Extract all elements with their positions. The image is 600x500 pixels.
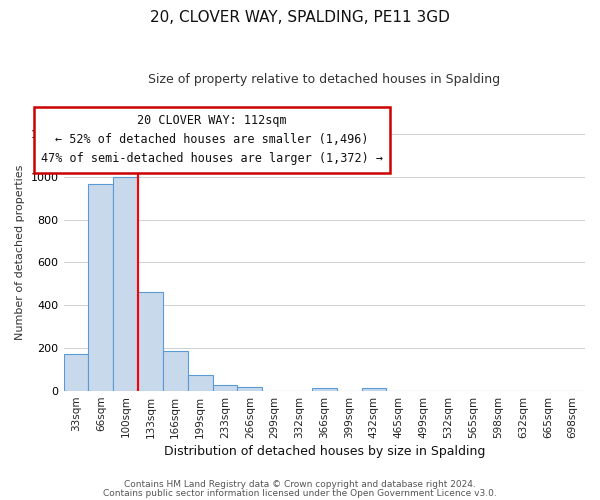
Bar <box>212 385 238 390</box>
Bar <box>88 184 113 390</box>
Bar <box>138 292 163 390</box>
Y-axis label: Number of detached properties: Number of detached properties <box>15 164 25 340</box>
Text: Contains public sector information licensed under the Open Government Licence v3: Contains public sector information licen… <box>103 489 497 498</box>
Text: Contains HM Land Registry data © Crown copyright and database right 2024.: Contains HM Land Registry data © Crown c… <box>124 480 476 489</box>
Bar <box>312 388 337 390</box>
Bar <box>188 374 212 390</box>
X-axis label: Distribution of detached houses by size in Spalding: Distribution of detached houses by size … <box>164 444 485 458</box>
Bar <box>113 177 138 390</box>
Bar <box>163 351 188 391</box>
Bar <box>64 354 88 390</box>
Bar <box>238 388 262 390</box>
Text: 20, CLOVER WAY, SPALDING, PE11 3GD: 20, CLOVER WAY, SPALDING, PE11 3GD <box>150 10 450 25</box>
Text: 20 CLOVER WAY: 112sqm
← 52% of detached houses are smaller (1,496)
47% of semi-d: 20 CLOVER WAY: 112sqm ← 52% of detached … <box>41 114 383 166</box>
Bar <box>362 388 386 390</box>
Title: Size of property relative to detached houses in Spalding: Size of property relative to detached ho… <box>148 72 500 86</box>
